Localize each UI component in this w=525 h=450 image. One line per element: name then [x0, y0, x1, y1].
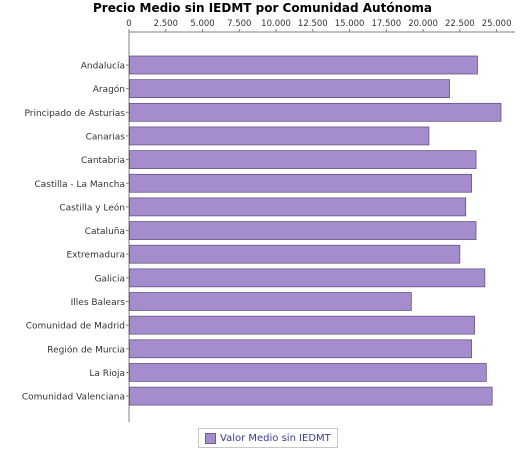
legend-swatch	[205, 432, 216, 444]
x-axis: 0 2.500 5.000 7.500 10.000 12.500 15.000 17.500…	[126, 19, 515, 422]
category-label: Cantabria	[81, 156, 125, 166]
category-label: Región de Murcia	[47, 344, 125, 355]
bar	[129, 150, 477, 169]
x-tick-label: 0	[126, 19, 131, 29]
bar	[129, 292, 412, 311]
x-tick-label: 25.000	[482, 19, 512, 29]
x-tick-label: 22.500	[445, 19, 475, 29]
category-label: Andalucía	[81, 62, 125, 72]
bar	[129, 339, 472, 359]
x-tick-label: 7.500	[227, 19, 251, 29]
bar	[129, 363, 487, 382]
legend: Valor Medio sin IEDMT	[198, 428, 338, 448]
category-label: Extremadura	[67, 251, 126, 261]
legend-label: Valor Medio sin IEDMT	[220, 432, 331, 444]
bar	[129, 79, 450, 99]
x-tick-label: 15.000	[335, 19, 365, 29]
bar	[129, 55, 478, 75]
category-labels: Andalucía Aragón Principado de Asturias Can…	[22, 62, 125, 403]
category-label: Castilla - La Mancha	[34, 180, 125, 190]
category-label: Illes Balears	[71, 298, 126, 308]
bar	[129, 386, 493, 406]
category-label: Comunidad Valenciana	[22, 393, 125, 403]
x-tick-label: 5.000	[190, 19, 214, 29]
bar	[129, 197, 467, 217]
bar	[129, 126, 430, 146]
bar	[129, 102, 502, 122]
x-tick-label: 10.000	[261, 19, 291, 29]
bar	[129, 221, 477, 240]
bar	[129, 315, 475, 335]
bars	[129, 55, 502, 406]
bar	[129, 244, 461, 264]
category-label: Canarias	[86, 132, 126, 142]
x-tick-label: 17.500	[371, 19, 401, 29]
category-label: La Rioja	[89, 369, 125, 379]
x-tick-label: 12.500	[298, 19, 328, 29]
chart-title: Precio Medio sin IEDMT por Comunidad Aut…	[93, 1, 432, 15]
category-label: Cataluña	[85, 227, 125, 237]
bar	[129, 173, 472, 193]
x-tick-label: 20.000	[408, 19, 438, 29]
category-label: Comunidad de Madrid	[26, 322, 125, 332]
category-label: Aragón	[93, 84, 125, 95]
category-label: Galicia	[95, 274, 125, 284]
category-label: Castilla y León	[59, 202, 125, 213]
category-label: Principado de Asturias	[24, 109, 125, 119]
bar	[129, 268, 486, 288]
x-tick-label: 2.500	[154, 19, 178, 29]
